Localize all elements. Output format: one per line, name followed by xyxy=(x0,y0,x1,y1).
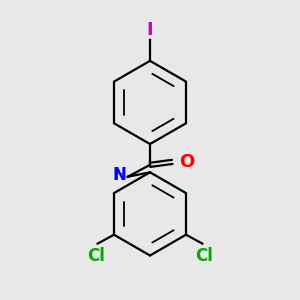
Text: Cl: Cl xyxy=(87,247,105,265)
Text: N: N xyxy=(112,166,126,184)
Text: O: O xyxy=(179,153,194,171)
Text: I: I xyxy=(147,20,153,38)
Text: H: H xyxy=(115,168,126,183)
Text: Cl: Cl xyxy=(195,247,213,265)
